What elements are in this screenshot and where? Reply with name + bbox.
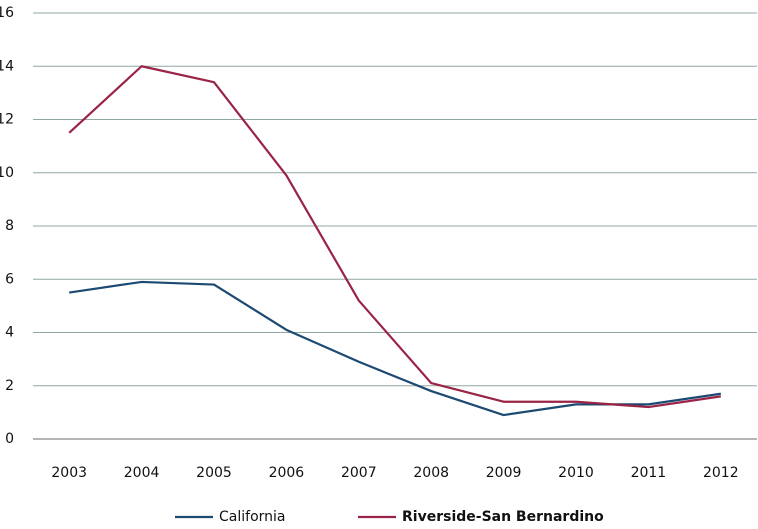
series-line: [69, 280, 721, 417]
x-tick-label: 2009: [486, 465, 522, 481]
y-tick-label: 16: [0, 5, 14, 21]
series-line: [68, 65, 721, 409]
y-tick-label: 2: [5, 378, 14, 394]
y-tick-label: 4: [5, 325, 14, 341]
x-tick-label: 2008: [413, 465, 449, 481]
y-tick-label: 10: [0, 165, 14, 181]
x-tick-label: 2007: [341, 465, 377, 481]
y-tick-label: 8: [5, 218, 14, 234]
x-tick-label: 2012: [703, 465, 739, 481]
x-tick-label: 2010: [558, 465, 594, 481]
x-tick-label: 2006: [269, 465, 305, 481]
y-tick-label: 6: [5, 271, 14, 287]
y-tick-label: 0: [5, 431, 14, 447]
y-tick-label: 14: [0, 58, 14, 74]
y-tick-label: 12: [0, 112, 14, 128]
x-tick-label: 2005: [196, 465, 232, 481]
x-tick-label: 2004: [124, 465, 160, 481]
x-tick-label: 2011: [631, 465, 667, 481]
legend-label: California: [219, 509, 285, 525]
legend-label: Riverside-San Bernardino: [402, 509, 604, 525]
x-tick-label: 2003: [51, 465, 87, 481]
